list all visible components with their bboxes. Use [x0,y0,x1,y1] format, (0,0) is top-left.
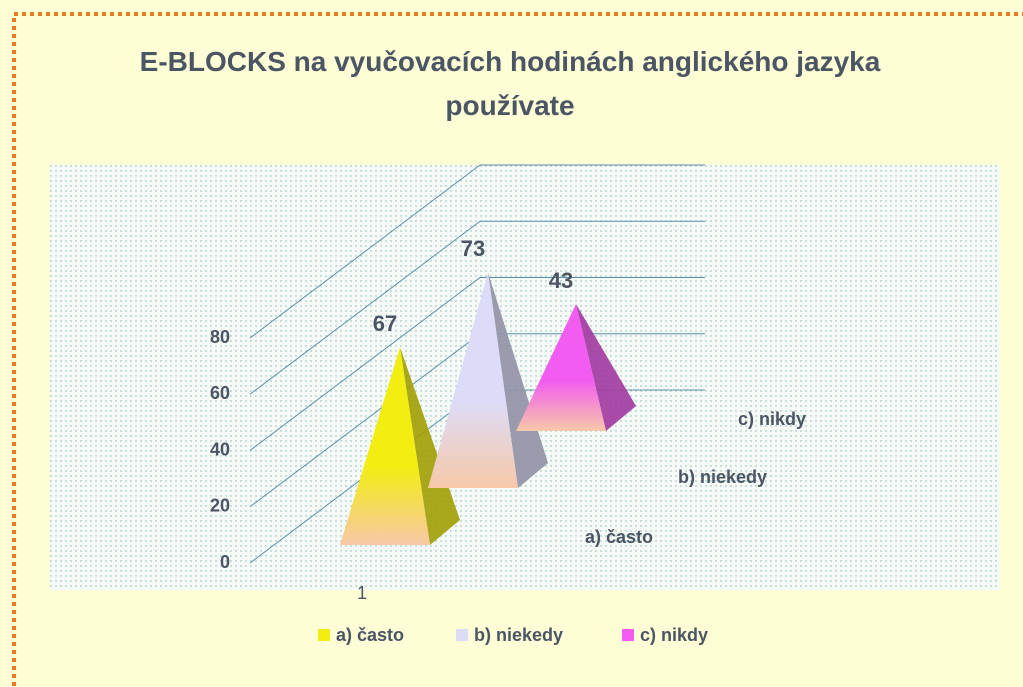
pyramid-side-shade [488,272,548,488]
pyramid-side [400,347,460,545]
border [12,12,1023,687]
legend-label: b) niekedy [474,625,563,645]
pyramid-side-shade [400,347,460,545]
pyramid [340,347,430,545]
legend-swatch [318,629,330,641]
data-label: 67 [373,311,397,336]
data-label: 73 [461,236,485,261]
pyramid [428,272,518,488]
data-label: 43 [549,268,573,293]
legend-label: a) často [336,625,404,645]
legend-swatch [456,629,468,641]
pyramid-side [576,304,636,431]
chart-title: E-BLOCKS na vyučovacích hodinách anglick… [139,46,881,121]
y-tick-label: 80 [210,327,230,347]
pyramid-side-shade [576,304,636,431]
depth-label: a) často [585,527,653,547]
legend-swatch [622,629,634,641]
pyramid-side [488,272,548,488]
depth-label: b) niekedy [678,467,767,487]
y-tick-label: 60 [210,383,230,403]
grid-line [249,277,705,451]
pyramid [516,304,606,431]
title-box: E-BLOCKS na vyučovacích hodinách anglick… [139,46,881,121]
y-tick-label: 20 [210,496,230,516]
y-tick-label: 40 [210,439,230,459]
plot-area [50,165,1000,590]
grid-line [249,220,705,395]
legend-label: c) nikdy [640,625,708,645]
y-tick-label: 0 [220,552,230,572]
depth-label: c) nikdy [738,409,806,429]
x-tick-label: 1 [357,583,367,603]
grid-line [249,164,705,339]
